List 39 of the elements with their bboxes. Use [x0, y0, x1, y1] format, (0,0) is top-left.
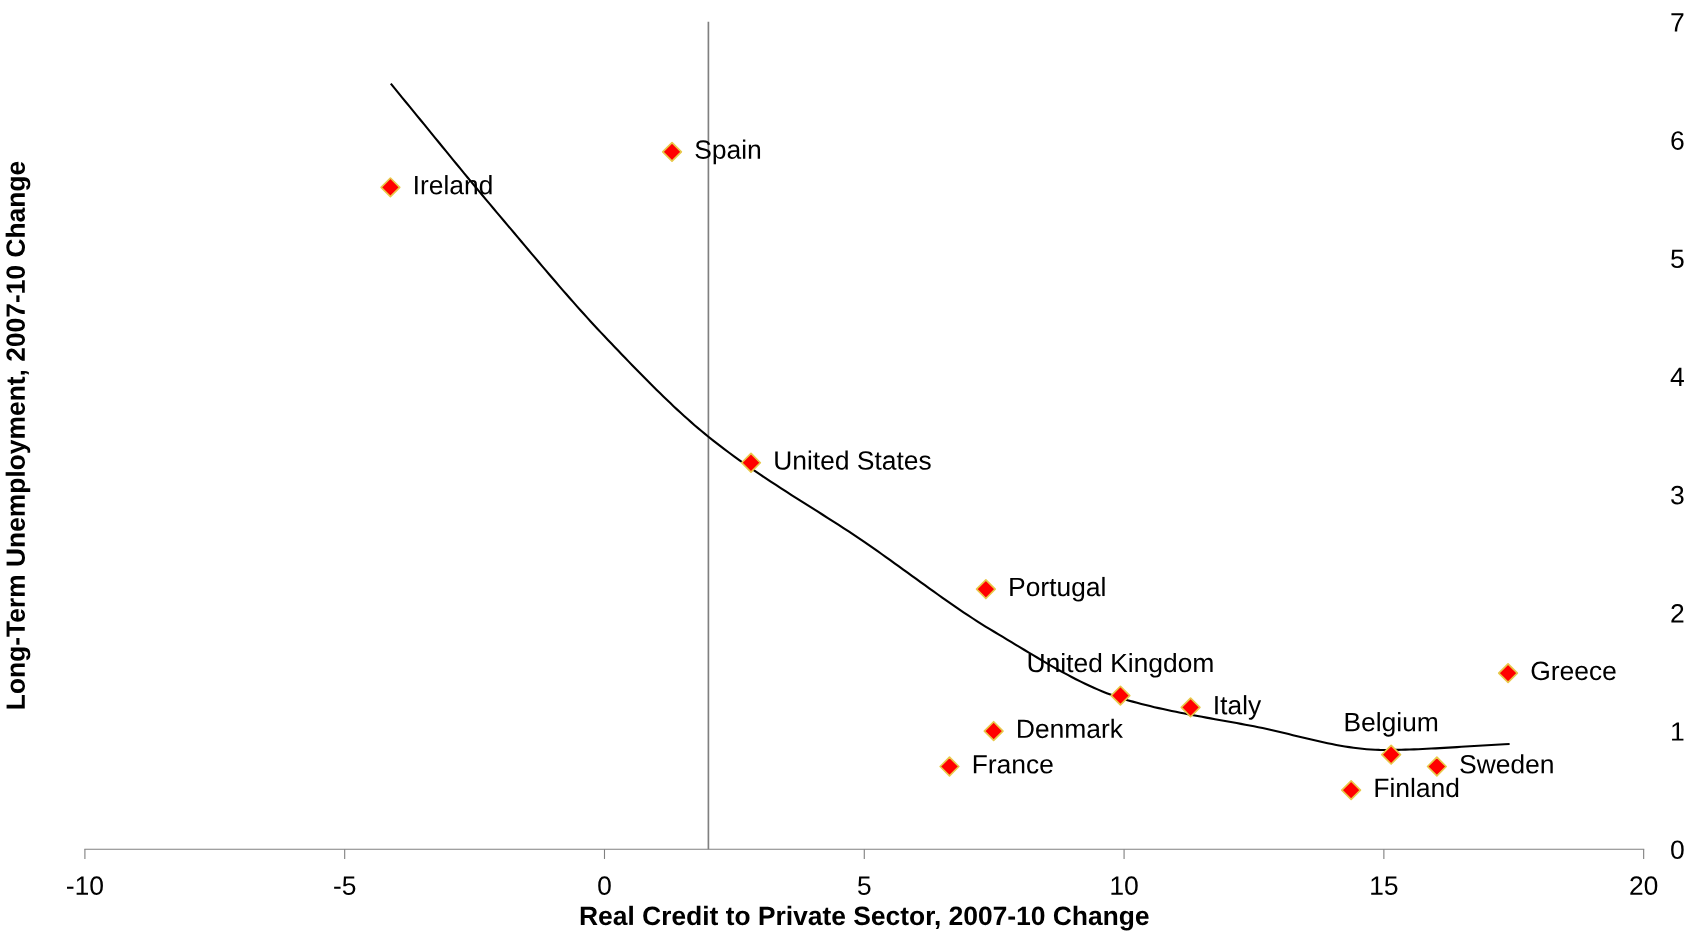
point — [1497, 662, 1519, 684]
y-tick-label: 5 — [1671, 249, 1684, 269]
y-tick-label: 7 — [1671, 13, 1684, 32]
point — [661, 141, 683, 163]
point — [1340, 779, 1362, 801]
x-tick-label: 20 — [1630, 876, 1658, 896]
y-tick-label: 0 — [1671, 840, 1684, 860]
annotation: United States — [775, 450, 931, 470]
y-tick-label: 2 — [1671, 603, 1684, 623]
y-tick-label: 1 — [1672, 722, 1684, 741]
point — [740, 452, 762, 473]
annotation: Italy — [1215, 695, 1262, 720]
annotation: France — [973, 755, 1053, 774]
annotation: Greece — [1531, 661, 1616, 681]
point — [380, 177, 401, 198]
x-tick-label: 0 — [598, 876, 611, 896]
x-tick-label: 10 — [1111, 876, 1138, 896]
annotation: Sweden — [1460, 754, 1553, 774]
annotation: Finland — [1375, 777, 1459, 798]
point — [1180, 697, 1201, 718]
annotation: Portugal — [1010, 576, 1105, 602]
x-tick-label: 5 — [858, 876, 871, 896]
point — [939, 756, 960, 777]
y-tick-label: 3 — [1671, 485, 1684, 505]
point — [1380, 744, 1402, 765]
point — [975, 579, 997, 600]
annotation: Denmark — [1018, 718, 1123, 739]
point — [983, 720, 1004, 742]
x-tick-label: -5 — [334, 876, 356, 896]
y-axis-title: Long-Term Unemployment, 2007-10 Change — [5, 161, 31, 709]
x-tick-label: -10 — [67, 876, 103, 896]
point — [1110, 685, 1131, 706]
point — [1426, 756, 1448, 777]
x-axis-title: Real Credit to Private Sector, 2007-10 Change — [580, 905, 1149, 931]
x-tick-label: 15 — [1371, 876, 1398, 896]
y-tick-label: 6 — [1671, 131, 1684, 150]
annotation: Spain — [695, 139, 761, 165]
annotation: Belgium — [1345, 712, 1438, 737]
y-tick-label: 4 — [1670, 367, 1684, 387]
